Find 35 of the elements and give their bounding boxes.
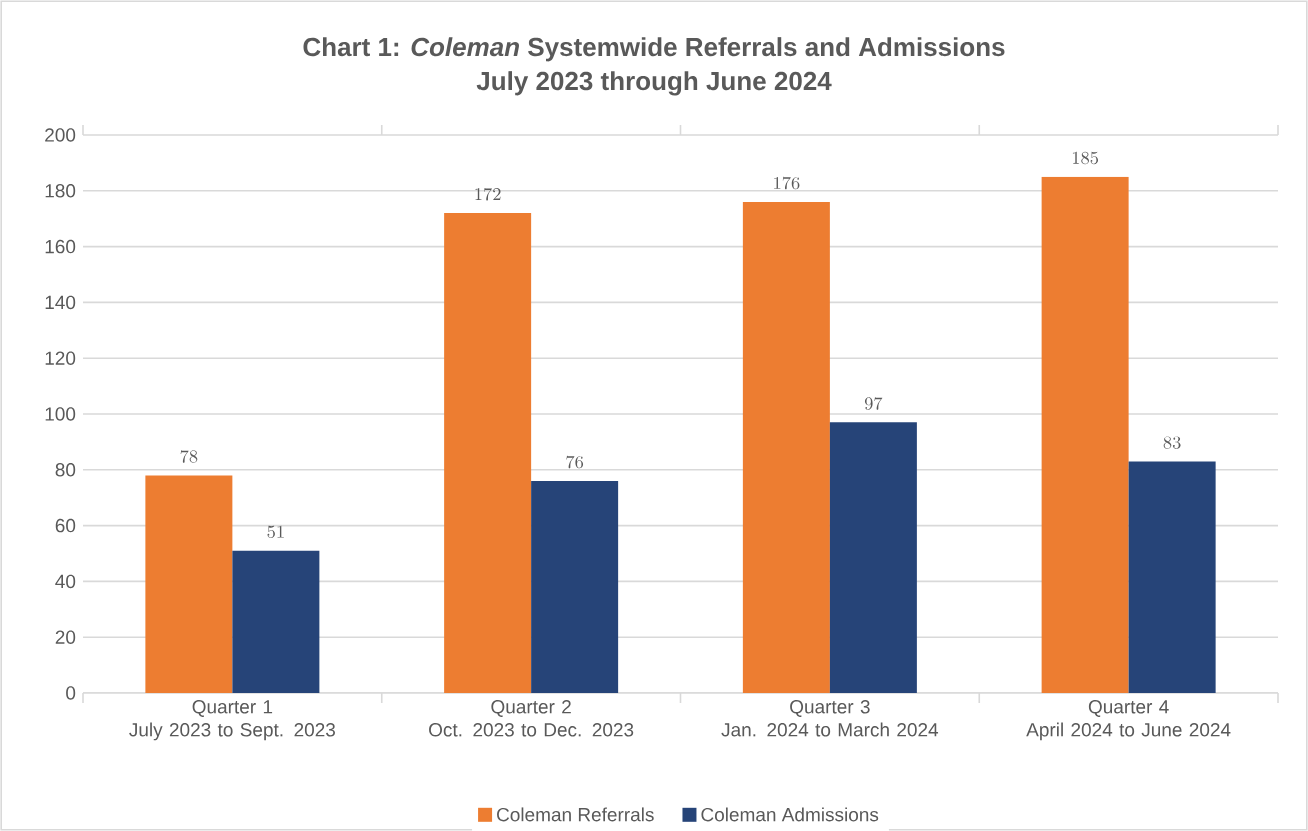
data-label: 172	[475, 187, 501, 201]
y-tick-label: 80	[55, 463, 76, 477]
data-label: 185	[1072, 151, 1099, 165]
bar	[1128, 461, 1216, 693]
x-tick-label: Quarter 1 July 2023 to Sept. 2023	[129, 700, 335, 741]
legend-label: Coleman Admissions	[701, 807, 879, 822]
data-label: 76	[566, 455, 584, 469]
chart-subtitle: July 2023 through June 2024	[476, 71, 832, 96]
data-label: 83	[1163, 436, 1181, 449]
y-tick-label: 60	[55, 518, 76, 533]
data-label: 97	[864, 397, 883, 410]
y-tick-label: 140	[45, 295, 76, 310]
bar	[1041, 176, 1129, 693]
y-tick-label: 20	[55, 630, 76, 644]
bar	[232, 550, 320, 693]
data-label: 51	[267, 525, 284, 539]
bar	[444, 213, 532, 693]
y-tick-label: 40	[55, 574, 76, 589]
x-tick-label: Quarter 3 Jan. 2024 to March 2024	[721, 700, 939, 737]
bar	[145, 475, 233, 693]
y-tick-label: 180	[45, 184, 76, 198]
bar	[742, 201, 830, 693]
bar	[531, 480, 619, 693]
data-label: 78	[180, 450, 198, 463]
chart-title: Chart 1: Coleman Systemwide Referrals and Admissions	[303, 37, 1005, 62]
y-tick-label: 0	[66, 686, 76, 700]
data-label: 176	[774, 176, 800, 190]
y-tick-label: 100	[45, 407, 76, 421]
legend-label: Coleman Referrals	[497, 807, 654, 822]
y-tick-label: 200	[45, 128, 76, 142]
y-tick-label: 120	[45, 351, 76, 365]
x-tick-label: Quarter 2 Oct. 2023 to Dec. 2023	[429, 700, 634, 737]
x-tick-label: Quarter 4 April 2024 to June 2024	[1026, 700, 1231, 741]
bar	[829, 422, 917, 693]
y-tick-label: 160	[45, 239, 76, 254]
